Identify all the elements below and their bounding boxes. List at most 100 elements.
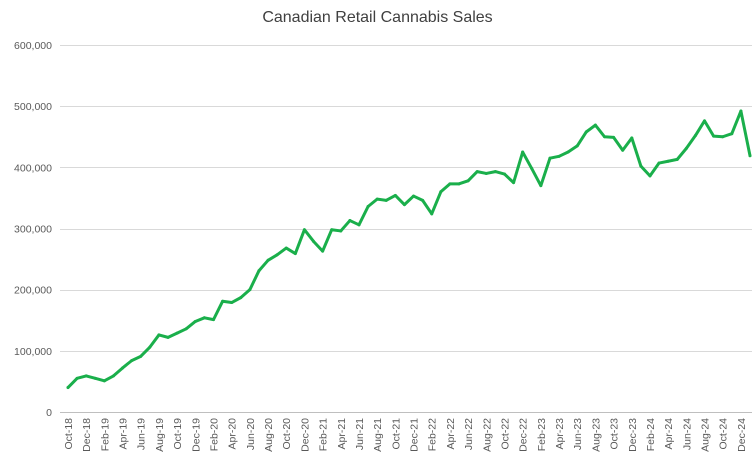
series-layer (66, 109, 752, 390)
x-tick-label: Oct-23 (609, 418, 621, 450)
data-point (566, 150, 570, 154)
data-point (703, 119, 707, 123)
data-point (184, 327, 188, 331)
x-tick-label: Jun-24 (681, 418, 693, 450)
x-tick-label: Aug-19 (154, 418, 166, 452)
data-point (175, 331, 179, 335)
data-point (139, 354, 143, 358)
x-tick-label: Dec-20 (299, 418, 311, 452)
x-tick-label: Aug-20 (263, 418, 275, 452)
data-point (457, 182, 461, 186)
x-tick-label: Oct-20 (281, 418, 293, 450)
x-tick-label: Oct-22 (499, 418, 511, 450)
data-point (193, 319, 197, 323)
data-point (502, 172, 506, 176)
data-point (657, 161, 661, 165)
y-tick-label: 300,000 (14, 224, 52, 236)
data-point (648, 174, 652, 178)
data-point (739, 109, 743, 113)
x-tick-label: Oct-19 (172, 418, 184, 450)
data-point (111, 374, 115, 378)
data-point (484, 171, 488, 175)
x-tick-label: Apr-23 (554, 418, 566, 450)
data-point (639, 164, 643, 168)
data-point (211, 318, 215, 322)
data-point (312, 239, 316, 243)
data-point (284, 246, 288, 250)
data-point (475, 170, 479, 174)
data-point (530, 167, 534, 171)
data-point (521, 150, 525, 154)
series-line (66, 109, 752, 390)
data-point (448, 182, 452, 186)
data-point (339, 229, 343, 233)
data-point (248, 288, 252, 292)
data-point (630, 136, 634, 140)
data-point (121, 366, 125, 370)
x-tick-label: Apr-20 (227, 418, 239, 450)
x-tick-label: Aug-22 (481, 418, 493, 452)
x-tick-label: Dec-19 (190, 418, 202, 452)
x-tick-label: Dec-23 (627, 418, 639, 452)
x-tick-label: Jun-20 (245, 418, 257, 450)
data-point (466, 179, 470, 183)
x-tick-label: Aug-23 (590, 418, 602, 452)
data-point (675, 157, 679, 161)
x-tick-label: Feb-20 (208, 418, 220, 451)
x-tick-label: Jun-22 (463, 418, 475, 450)
x-tick-label: Feb-24 (645, 418, 657, 451)
data-point (493, 170, 497, 174)
data-point (66, 386, 70, 390)
x-tick-label: Jun-23 (572, 418, 584, 450)
x-tick-label: Feb-22 (427, 418, 439, 451)
data-point (721, 135, 725, 139)
data-point (330, 228, 334, 232)
data-point (402, 203, 406, 207)
data-point (730, 132, 734, 136)
x-tick-label: Apr-22 (445, 418, 457, 450)
x-tick-label: Apr-19 (118, 418, 130, 450)
data-point (421, 198, 425, 202)
data-point (202, 316, 206, 320)
x-tick-label: Apr-21 (336, 418, 348, 450)
data-point (593, 123, 597, 127)
data-point (157, 333, 161, 337)
x-tick-label: Oct-21 (390, 418, 402, 450)
x-tick-label: Aug-21 (372, 418, 384, 452)
data-point (684, 146, 688, 150)
data-point (439, 190, 443, 194)
data-point (321, 249, 325, 253)
x-tick-label: Oct-24 (718, 418, 730, 450)
y-tick-label: 200,000 (14, 285, 52, 297)
data-point (275, 253, 279, 257)
data-point (512, 181, 516, 185)
x-tick-label: Jun-19 (136, 418, 148, 450)
data-point (130, 359, 134, 363)
data-point (166, 335, 170, 339)
data-point (366, 204, 370, 208)
data-point (575, 144, 579, 148)
x-tick-label: Feb-21 (318, 418, 330, 451)
x-tick-label: Feb-19 (99, 418, 111, 451)
x-tick-label: Jun-21 (354, 418, 366, 450)
data-point (75, 376, 79, 380)
data-point (666, 159, 670, 163)
data-point (84, 374, 88, 378)
chart-title: Canadian Retail Cannabis Sales (262, 9, 492, 26)
data-point (348, 219, 352, 223)
gridlines (60, 45, 752, 413)
data-point (712, 134, 716, 138)
data-point (393, 193, 397, 197)
data-point (257, 269, 261, 273)
data-point (357, 223, 361, 227)
data-point (539, 184, 543, 188)
data-point (302, 228, 306, 232)
data-point (430, 212, 434, 216)
x-tick-label: Dec-22 (518, 418, 530, 452)
y-axis-tick-labels: 0 100,000 200,000 300,000 400,000 500,000 600,… (14, 40, 52, 419)
data-point (148, 345, 152, 349)
y-tick-label: 400,000 (14, 162, 52, 174)
data-point (603, 135, 607, 139)
